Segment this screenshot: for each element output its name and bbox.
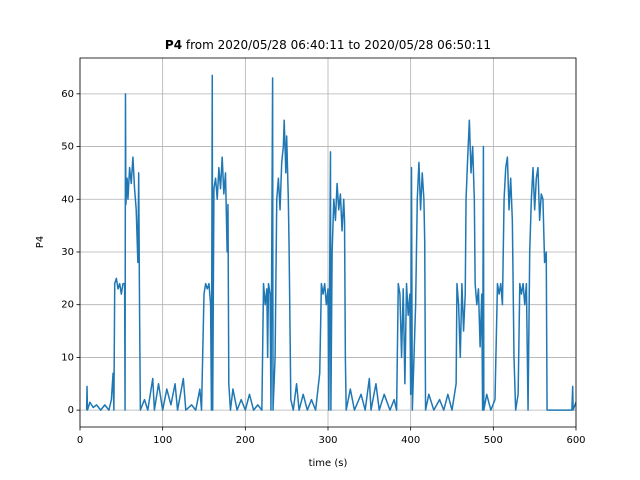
y-tick-label: 20: [61, 300, 74, 311]
x-tick-label: 0: [77, 435, 83, 446]
x-tick-label: 500: [484, 435, 503, 446]
y-tick-label: 10: [61, 352, 74, 363]
title-bold: P4: [165, 38, 182, 52]
x-axis-label: time (s): [309, 458, 348, 469]
y-tick-label: 30: [61, 247, 74, 258]
y-tick-label: 40: [61, 194, 74, 205]
x-tick-label: 300: [318, 435, 337, 446]
x-tick-label: 200: [236, 435, 255, 446]
y-axis-label: P4: [35, 236, 46, 248]
y-tick-label: 50: [61, 142, 74, 153]
title-rest: from 2020/05/28 06:40:11 to 2020/05/28 0…: [186, 38, 491, 52]
x-tick-label: 400: [401, 435, 420, 446]
chart-title: P4 from 2020/05/28 06:40:11 to 2020/05/2…: [165, 38, 491, 52]
x-tick-label: 100: [153, 435, 172, 446]
plot-frame: [79, 57, 577, 428]
y-tick-label: 0: [68, 405, 74, 416]
y-tick-label: 60: [61, 89, 74, 100]
x-tick-label: 600: [566, 435, 585, 446]
data-line: [85, 74, 576, 411]
